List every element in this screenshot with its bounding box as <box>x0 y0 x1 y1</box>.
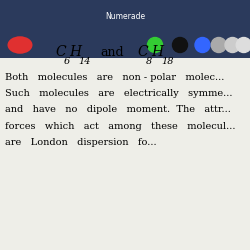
Circle shape <box>236 38 250 52</box>
Text: and   have   no   dipole   moment.  The   attr...: and have no dipole moment. The attr... <box>5 106 231 114</box>
Text: C: C <box>138 45 148 59</box>
Text: C: C <box>55 45 66 59</box>
Text: 18: 18 <box>161 57 174 66</box>
Text: forces   which   act   among   these   molecul...: forces which act among these molecul... <box>5 122 235 131</box>
Text: and: and <box>100 46 124 59</box>
Ellipse shape <box>8 36 32 54</box>
Text: Such   molecules   are   electrically   symme...: Such molecules are electrically symme... <box>5 89 232 98</box>
Circle shape <box>148 38 162 52</box>
Text: 6: 6 <box>64 57 70 66</box>
Circle shape <box>172 38 188 52</box>
Circle shape <box>195 38 210 52</box>
Text: Both   molecules   are   non - polar   molec...: Both molecules are non - polar molec... <box>5 73 224 82</box>
FancyBboxPatch shape <box>0 32 250 58</box>
FancyBboxPatch shape <box>0 0 250 32</box>
Text: 14: 14 <box>79 57 91 66</box>
Text: H: H <box>69 45 81 59</box>
Text: are   London   dispersion   fo...: are London dispersion fo... <box>5 138 156 147</box>
Circle shape <box>211 38 226 52</box>
Circle shape <box>225 38 240 52</box>
Text: Numerade: Numerade <box>105 12 145 21</box>
Text: H: H <box>151 45 164 59</box>
Text: 8: 8 <box>146 57 152 66</box>
